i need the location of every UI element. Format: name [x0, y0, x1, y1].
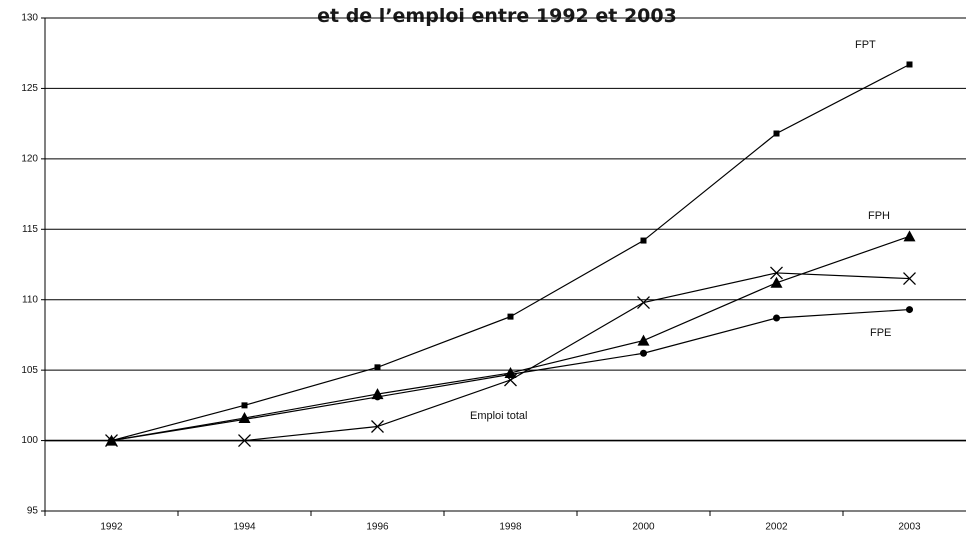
marker	[504, 373, 517, 387]
marker	[241, 415, 248, 423]
series-label: FPH	[868, 210, 890, 222]
marker	[903, 272, 916, 286]
x-tick-label: 1994	[233, 522, 256, 533]
marker	[637, 296, 650, 309]
y-tick-label: 130	[21, 13, 38, 24]
x-tick-label: 2003	[898, 522, 921, 533]
marker	[374, 393, 381, 401]
y-tick-label: 95	[27, 506, 39, 517]
y-tick-label: 120	[21, 153, 38, 164]
y-tick-label: 100	[21, 435, 38, 446]
marker	[773, 314, 780, 322]
y-tick-label: 110	[22, 294, 38, 305]
series-label: FPT	[855, 39, 876, 51]
marker	[241, 402, 248, 409]
y-tick-label: 105	[21, 365, 38, 376]
marker	[507, 370, 514, 378]
x-tick-label: 2000	[632, 522, 655, 533]
marker	[238, 434, 251, 448]
x-tick-label: 1992	[100, 522, 123, 533]
marker	[773, 130, 780, 137]
marker	[105, 434, 118, 448]
marker	[507, 313, 514, 320]
marker	[906, 306, 913, 314]
chart-title: et de l’emploi entre 1992 et 2003	[317, 5, 677, 27]
series-line	[111, 63, 910, 442]
marker	[770, 266, 783, 280]
marker	[640, 349, 647, 357]
marker	[770, 276, 783, 288]
x-tick-label: 1996	[366, 522, 389, 533]
marker	[903, 230, 916, 242]
y-tick-label: 115	[22, 224, 38, 235]
marker	[637, 334, 650, 346]
marker	[640, 237, 647, 244]
x-tick-label: 1998	[499, 522, 522, 533]
y-tick-label: 125	[21, 83, 38, 94]
x-tick-label: 2002	[765, 522, 788, 533]
series-label: FPE	[870, 327, 891, 339]
series-label: Emploi total	[470, 410, 527, 422]
marker	[906, 61, 913, 68]
marker	[371, 420, 384, 433]
marker	[374, 364, 381, 371]
